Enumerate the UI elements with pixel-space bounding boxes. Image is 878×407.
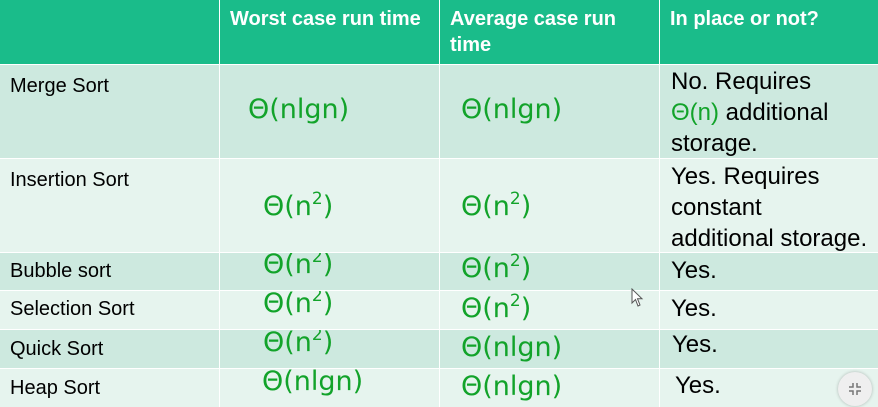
row-merge-sort-average: Θ(nlgn) <box>440 65 659 158</box>
header-in-place: In place or not? <box>660 0 878 64</box>
row-bubble-sort-worst: Θ(n2) <box>220 253 439 290</box>
inplace-text: Yes. <box>672 331 718 358</box>
row-quick-sort-inplace: Yes. <box>660 330 878 368</box>
row-merge-sort-inplace: No. Requires Θ(n) additional storage. <box>660 65 878 158</box>
complexity-value: Θ(n2) <box>263 253 334 280</box>
header-empty-cell <box>0 0 219 64</box>
complexity-value: Θ(nlgn) <box>248 94 350 125</box>
complexity-value: Θ(n2) <box>263 291 334 319</box>
inplace-text: Yes. <box>675 372 721 399</box>
complexity-value: Θ(n2) <box>263 189 334 223</box>
row-quick-sort-worst: Θ(n2) <box>220 330 439 368</box>
row-selection-sort-name: Selection Sort <box>0 291 219 329</box>
complexity-value: Θ(n2) <box>263 330 334 358</box>
row-bubble-sort-average: Θ(n2) <box>440 253 659 290</box>
row-heap-sort-name: Heap Sort <box>0 369 219 407</box>
inplace-text: Yes. Requires constant additional storag… <box>671 163 868 252</box>
inplace-text: No. Requires Θ(n) additional storage. <box>671 68 829 157</box>
row-bubble-sort-inplace: Yes. <box>660 253 878 290</box>
row-heap-sort-average: Θ(nlgn) <box>440 369 659 407</box>
row-insertion-sort-name: Insertion Sort <box>0 159 219 252</box>
row-insertion-sort-worst: Θ(n2) <box>220 159 439 252</box>
row-quick-sort-average: Θ(nlgn) <box>440 330 659 368</box>
complexity-value: Θ(nlgn) <box>461 332 563 363</box>
complexity-value: Θ(nlgn) <box>461 371 563 402</box>
row-merge-sort-worst: Θ(nlgn) <box>220 65 439 158</box>
row-merge-sort-name: Merge Sort <box>0 65 219 158</box>
row-quick-sort-name: Quick Sort <box>0 330 219 368</box>
complexity-value: Θ(nlgn) <box>461 94 563 125</box>
exit-fullscreen-button[interactable] <box>838 372 872 406</box>
inplace-text: Yes. <box>671 295 717 322</box>
exit-fullscreen-icon <box>849 383 861 395</box>
mouse-pointer-icon <box>631 288 644 307</box>
complexity-value: Θ(n2) <box>461 189 532 223</box>
row-selection-sort-worst: Θ(n2) <box>220 291 439 329</box>
complexity-value: Θ(n2) <box>461 291 532 325</box>
row-selection-sort-inplace: Yes. <box>660 291 878 329</box>
header-worst-case: Worst case run time <box>220 0 439 64</box>
inplace-text: Yes. <box>671 257 717 284</box>
complexity-value: Θ(n2) <box>461 253 532 284</box>
complexity-value: Θ(nlgn) <box>262 369 364 397</box>
row-insertion-sort-inplace: Yes. Requires constant additional storag… <box>660 159 878 252</box>
row-selection-sort-average: Θ(n2) <box>440 291 659 329</box>
row-bubble-sort-name: Bubble sort <box>0 253 219 290</box>
row-insertion-sort-average: Θ(n2) <box>440 159 659 252</box>
header-average-case: Average case run time <box>440 0 659 64</box>
row-heap-sort-worst: Θ(nlgn) <box>220 369 439 407</box>
